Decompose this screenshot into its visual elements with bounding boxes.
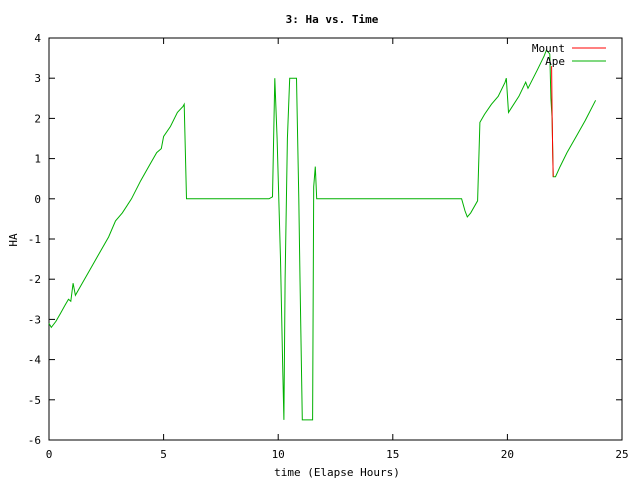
series-line-ape	[48, 49, 597, 421]
y-tick-label: 0	[34, 193, 41, 206]
y-tick-label: 1	[34, 153, 41, 166]
y-tick-label: -5	[28, 394, 41, 407]
x-tick-label: 25	[615, 448, 628, 461]
y-axis-label: HA	[7, 233, 20, 247]
plot-frame	[48, 37, 623, 441]
x-tick-label: 5	[160, 448, 167, 461]
chart-title: 3: Ha vs. Time	[286, 13, 379, 26]
y-tick-label: -2	[28, 273, 41, 286]
x-tick-label: 15	[386, 448, 399, 461]
series-line-mount	[551, 66, 554, 177]
x-tick-label: 20	[501, 448, 514, 461]
x-tick-label: 10	[272, 448, 285, 461]
y-tick-label: -6	[28, 434, 41, 447]
axis-ticks: 0 5 10 15 20 25 -6 -5 -4 -3 -2 -1 0 1 2 3 4	[28, 32, 629, 461]
y-tick-label: -3	[28, 313, 41, 326]
series-lines	[48, 49, 597, 421]
y-tick-label: -4	[28, 354, 42, 367]
y-tick-label: 2	[34, 112, 41, 125]
y-tick-label: -1	[28, 233, 41, 246]
x-axis-label: time (Elapse Hours)	[274, 466, 400, 479]
y-tick-label: 4	[34, 32, 41, 45]
x-tick-label: 0	[46, 448, 53, 461]
legend-label-ape: Ape	[545, 55, 565, 68]
legend-label-mount: Mount	[532, 42, 565, 55]
y-tick-label: 3	[34, 72, 41, 85]
